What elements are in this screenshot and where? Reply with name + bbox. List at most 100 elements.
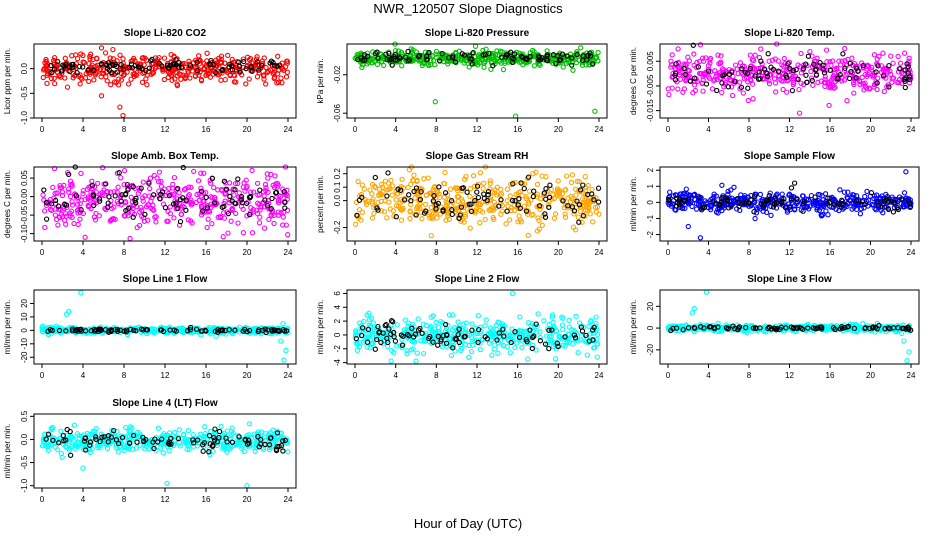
data-point xyxy=(851,325,858,332)
data-point xyxy=(574,198,580,204)
data-point xyxy=(426,49,432,56)
data-point xyxy=(159,63,165,69)
data-point xyxy=(729,69,735,75)
data-point xyxy=(677,76,684,82)
data-point xyxy=(529,345,535,352)
data-point xyxy=(469,321,475,327)
data-point xyxy=(844,203,850,209)
data-point xyxy=(880,50,886,56)
data-point xyxy=(790,68,796,74)
data-point xyxy=(374,336,380,343)
data-point xyxy=(885,206,892,213)
data-point xyxy=(389,183,396,189)
data-point xyxy=(530,51,536,57)
data-point xyxy=(204,205,211,211)
data-point xyxy=(746,203,752,209)
data-point xyxy=(138,204,144,211)
data-point xyxy=(438,318,444,325)
data-point xyxy=(93,210,99,217)
x-tick-label: 0 xyxy=(353,371,358,380)
data-point xyxy=(764,70,770,77)
data-point xyxy=(815,191,821,198)
data-point xyxy=(208,180,214,186)
data-point xyxy=(673,61,679,67)
y-tick-label: -0.02 xyxy=(333,65,342,84)
data-point xyxy=(531,333,537,339)
data-point xyxy=(185,427,192,434)
data-point xyxy=(464,189,470,195)
data-point xyxy=(899,196,905,202)
data-point xyxy=(667,325,674,331)
data-point xyxy=(768,212,774,219)
data-point xyxy=(131,327,137,333)
data-point xyxy=(243,81,249,87)
data-point xyxy=(49,207,55,213)
y-tick-label: -0.015 xyxy=(646,99,655,122)
data-point xyxy=(481,180,487,186)
y-tick-label: -2 xyxy=(333,345,342,353)
data-point xyxy=(178,76,184,82)
data-point xyxy=(818,212,824,218)
data-point xyxy=(817,202,823,208)
data-point xyxy=(87,71,93,77)
data-point xyxy=(574,48,580,55)
data-point xyxy=(489,352,495,358)
data-point xyxy=(372,50,379,57)
data-point xyxy=(178,72,184,78)
data-point xyxy=(231,73,238,79)
data-point xyxy=(756,76,762,82)
data-point xyxy=(359,64,365,71)
data-point xyxy=(354,212,360,219)
data-point xyxy=(729,92,736,99)
data-point xyxy=(240,206,246,212)
data-point xyxy=(734,196,741,202)
data-point xyxy=(590,337,596,343)
data-point xyxy=(708,204,714,210)
data-point xyxy=(796,86,802,93)
data-point xyxy=(772,195,778,202)
x-tick-label: 24 xyxy=(595,371,604,380)
data-point xyxy=(371,183,378,189)
data-point xyxy=(686,58,692,64)
x-tick-label: 24 xyxy=(907,371,916,380)
data-point xyxy=(725,188,731,195)
data-point xyxy=(814,55,820,61)
data-point xyxy=(582,174,588,180)
data-point xyxy=(798,80,804,86)
data-point xyxy=(462,176,468,182)
data-point xyxy=(191,168,197,175)
data-point xyxy=(148,58,154,64)
data-point xyxy=(411,339,418,345)
data-point xyxy=(256,67,262,73)
data-point xyxy=(775,68,782,74)
data-point xyxy=(568,179,575,186)
data-point xyxy=(211,61,217,68)
data-point xyxy=(574,178,580,185)
data-point xyxy=(423,208,429,214)
data-point xyxy=(188,184,194,190)
data-point xyxy=(129,199,136,205)
data-point xyxy=(855,68,861,74)
data-point xyxy=(699,55,706,61)
data-point xyxy=(52,80,58,87)
data-point xyxy=(563,187,569,193)
data-point xyxy=(42,208,48,214)
data-point xyxy=(827,67,833,73)
data-point xyxy=(85,194,91,200)
data-point xyxy=(890,209,897,215)
data-point xyxy=(749,57,755,63)
data-point xyxy=(841,77,848,83)
data-point xyxy=(398,187,404,193)
data-point xyxy=(533,321,539,327)
data-point xyxy=(524,175,531,181)
data-point xyxy=(408,198,414,204)
data-point xyxy=(255,192,261,198)
data-point xyxy=(429,330,435,336)
data-point xyxy=(285,232,291,238)
x-tick-label: 20 xyxy=(243,248,252,257)
data-point xyxy=(552,356,559,362)
data-point xyxy=(890,75,897,81)
data-point xyxy=(857,211,864,217)
data-point xyxy=(96,196,103,202)
data-point xyxy=(241,58,247,65)
